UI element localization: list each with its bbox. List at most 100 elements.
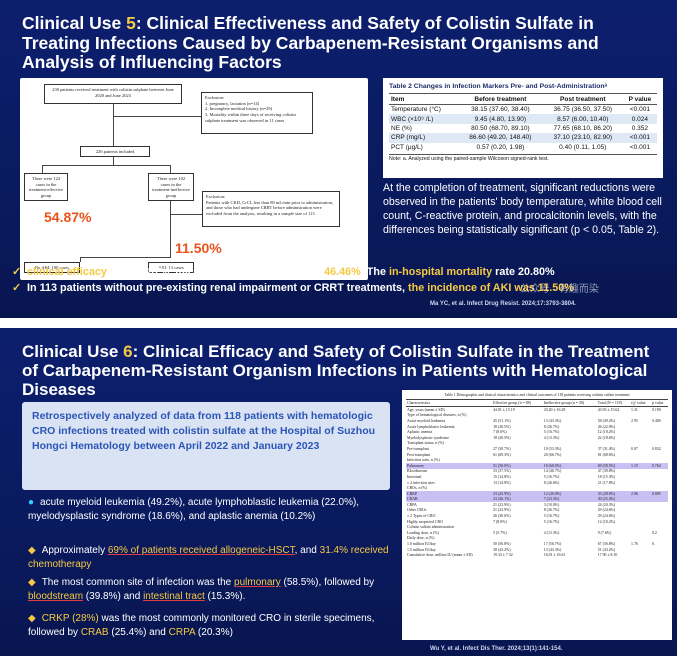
text: , and xyxy=(294,545,320,556)
table-cell: 2.95 xyxy=(631,418,638,423)
table-row: CRKP 23 (25.9%) 12 (40.0%) 33 (28.0%) 2.96 0.… xyxy=(406,490,668,497)
table-cell: 2.96 xyxy=(630,490,651,497)
table-cell: 0.764 xyxy=(650,462,668,469)
highlight: bloodstream xyxy=(28,590,84,602)
flow-exclusion-box-1: Exclusion: 1. pregnancy, lactation (n=14… xyxy=(201,92,313,134)
table-cell xyxy=(630,496,651,503)
text: The most common site of infection was th… xyxy=(41,577,235,588)
table-cell: Bloodstream xyxy=(407,469,427,474)
table-row: Type of hematological diseases, n (%) xyxy=(406,413,668,419)
text: rate 20.80% xyxy=(492,266,555,278)
table-cell: 20 (66.7%) xyxy=(543,452,562,457)
table-cell: 86.60 (49.20, 148.40) xyxy=(458,133,543,143)
table-cell: 37 (31.4%) xyxy=(597,446,616,451)
table-row: 1.5 million IU/day 38 (43.2%) 13 (43.3%) 51… xyxy=(406,547,668,553)
exclusion-item: 1. pregnancy, lactation (n=14) xyxy=(205,100,260,106)
table-cell: Post-transplant xyxy=(407,452,431,457)
table-cell: Myelodysplastic syndrome xyxy=(407,435,450,440)
table-cell: CRP (mg/L) xyxy=(389,133,459,143)
table-cell: 0.024 xyxy=(622,114,657,124)
table-cell: Age, years (mean ± SD) xyxy=(407,407,445,412)
table-row: CRP (mg/L) 86.60 (49.20, 148.40) 37.10 (23… xyxy=(389,133,657,143)
table-cell: 26 (30.6%) xyxy=(493,514,511,519)
highlight: 31.4% received chemotherapy xyxy=(28,545,389,570)
table-cell: Aplastic anemia xyxy=(407,430,433,435)
table-cell: Other CROs xyxy=(407,508,427,513)
table-cell: Type of hematological diseases, n (%) xyxy=(407,413,467,418)
table-cell: 14 (46.7%) xyxy=(543,469,562,474)
table-title: Table 1 Demographic and clinical charact… xyxy=(444,393,630,397)
text: In 113 patients without pre-existing ren… xyxy=(27,282,409,294)
table-row: Colistin sulfate administration xyxy=(406,524,668,530)
exclusion-title: Exclusion: xyxy=(205,95,225,100)
table-row: CRPA 21 (23.9%) 3 (10.0%) 24 (20.3%) xyxy=(406,502,668,508)
table-cell: 12 (10.2%) xyxy=(597,519,616,524)
table-cell: 0. xyxy=(651,542,655,547)
table-cell: 80.50 (68.70, 89.10) xyxy=(471,124,530,132)
highlight: the incidence of AKI was 11.50% xyxy=(408,282,574,294)
table-row: Highly suspected CRO 7 (8.0%) 5 (16.7%) 12 … xyxy=(406,519,668,525)
table-cell: 33 (37.5%) xyxy=(493,469,511,474)
table-header: Total (N = 118) xyxy=(596,399,631,407)
table-header: Ineffective group (n = 30) xyxy=(542,399,597,407)
table-row: Acute myeloid leukemia 45 (51.1%) 13 (43.3… xyxy=(406,418,668,424)
table-cell: 24 (20.3%) xyxy=(597,502,616,507)
table-cell: 33 (28.0%) xyxy=(596,490,631,497)
table-cell: NE (%) xyxy=(391,124,412,132)
citation: Ma YC, et al. Infect Drug Resist. 2024;1… xyxy=(430,301,576,307)
table-cell: 23 (25.9%) xyxy=(492,490,543,497)
table-row: Myelodysplastic syndrome 18 (20.5%) 4 (13.… xyxy=(406,435,668,441)
highlight: pulmonary xyxy=(234,577,281,588)
table-row: CRAB 23 (26.1%) 7 (23.3%) 30 (25.4%) xyxy=(406,496,668,503)
citation: Wu Y, et al. Infect Dis Ther. 2024;13(1)… xyxy=(430,646,563,652)
table-cell: 21 (23.9%) xyxy=(493,502,511,507)
table-cell: Transplant status, n (%) xyxy=(407,441,445,446)
table-cell: 5 (16.7%) xyxy=(543,519,560,524)
flow-no-aki-box: No AKI: 100 cases xyxy=(24,262,80,273)
table-cell: Colistin sulfate administration xyxy=(407,525,455,530)
table-cell: 18 (60.0%) xyxy=(542,462,597,469)
table-cell: Loading dose, n (%) xyxy=(407,530,439,535)
table-cell: 47 (39.8%) xyxy=(597,469,616,474)
title-text: : Clinical Efficacy and Safety of Colist… xyxy=(22,342,650,400)
table-cell: 43.93 ± 15.62 xyxy=(597,407,620,412)
table-cell: CRPA xyxy=(407,502,417,507)
table-row: Pre-transplant 27 (30.7%) 10 (33.3%) 37 (31… xyxy=(406,446,668,452)
table-cell: 51 (43.2%) xyxy=(597,547,616,552)
table-header: t/χ² value xyxy=(630,399,651,407)
table-row: NE (%) 80.50 (68.70, 89.10) 77.65 (68.10, … xyxy=(389,124,657,133)
table-cell: 0.190 xyxy=(651,407,661,412)
exclusion-text: Patients with CKD, CrCL less than 80 mL/… xyxy=(206,199,334,216)
table-cell xyxy=(651,552,668,558)
table-cell: Cumulative dose, million IU (mean ± SD) xyxy=(407,553,473,558)
table-row: CROs, n (%) xyxy=(406,485,668,491)
table-cell: 18 (20.5%) xyxy=(493,424,511,429)
bullet-diseases: ● acute myeloid leukemia (49.2%), acute l… xyxy=(28,497,360,522)
table-row: ≥ 2 infection sites 13 (14.8%) 8 (26.6%) 21… xyxy=(406,480,668,486)
table-cell: 9 (7.6%) xyxy=(597,530,612,535)
table-cell: 18 (15.3%) xyxy=(597,474,616,479)
table-row: Age, years (mean ± SD) 44.81 ± 15.19 43.20… xyxy=(406,407,668,413)
table-cell: 0.57 (0.20, 1.98) xyxy=(476,143,525,151)
table-header: Post treatment xyxy=(542,93,623,105)
table-cell: Daily dose, n (%) xyxy=(407,536,435,541)
title-text: : Clinical Effectiveness and Safety of C… xyxy=(22,13,599,73)
text: rate 54.87%, microbiological efficacy ra… xyxy=(106,266,325,278)
table-cell: 30 (25.4%) xyxy=(596,496,631,503)
table-cell: 1.5 million IU/day xyxy=(407,547,436,552)
patient-flowchart: 230 patients received treatment with col… xyxy=(20,78,368,280)
table-row: Transplant status, n (%) xyxy=(406,441,668,447)
table-cell: CRKP xyxy=(406,490,493,497)
bullet-infection-site: ◆ The most common site of infection was t… xyxy=(28,577,375,602)
table-cell: 8.57 (6.00, 10.40) xyxy=(542,114,623,124)
table-cell: Pre-transplant xyxy=(407,446,429,451)
table-cell: 10 (33.3%) xyxy=(543,446,562,451)
table-cell: 8 (26.7%) xyxy=(543,508,560,513)
table-cell: 18 (20.5%) xyxy=(493,435,511,440)
table-cell: 29 (24.6%) xyxy=(597,508,616,513)
table-cell: 19.33 ± 7.32 xyxy=(493,553,513,558)
table-cell: 22 (18.6%) xyxy=(597,435,616,440)
slide1-title: Clinical Use 5: Clinical Effectiveness a… xyxy=(22,13,662,73)
table-cell: 13 (43.3%) xyxy=(543,547,562,552)
table-cell: 0.832 xyxy=(651,446,661,451)
